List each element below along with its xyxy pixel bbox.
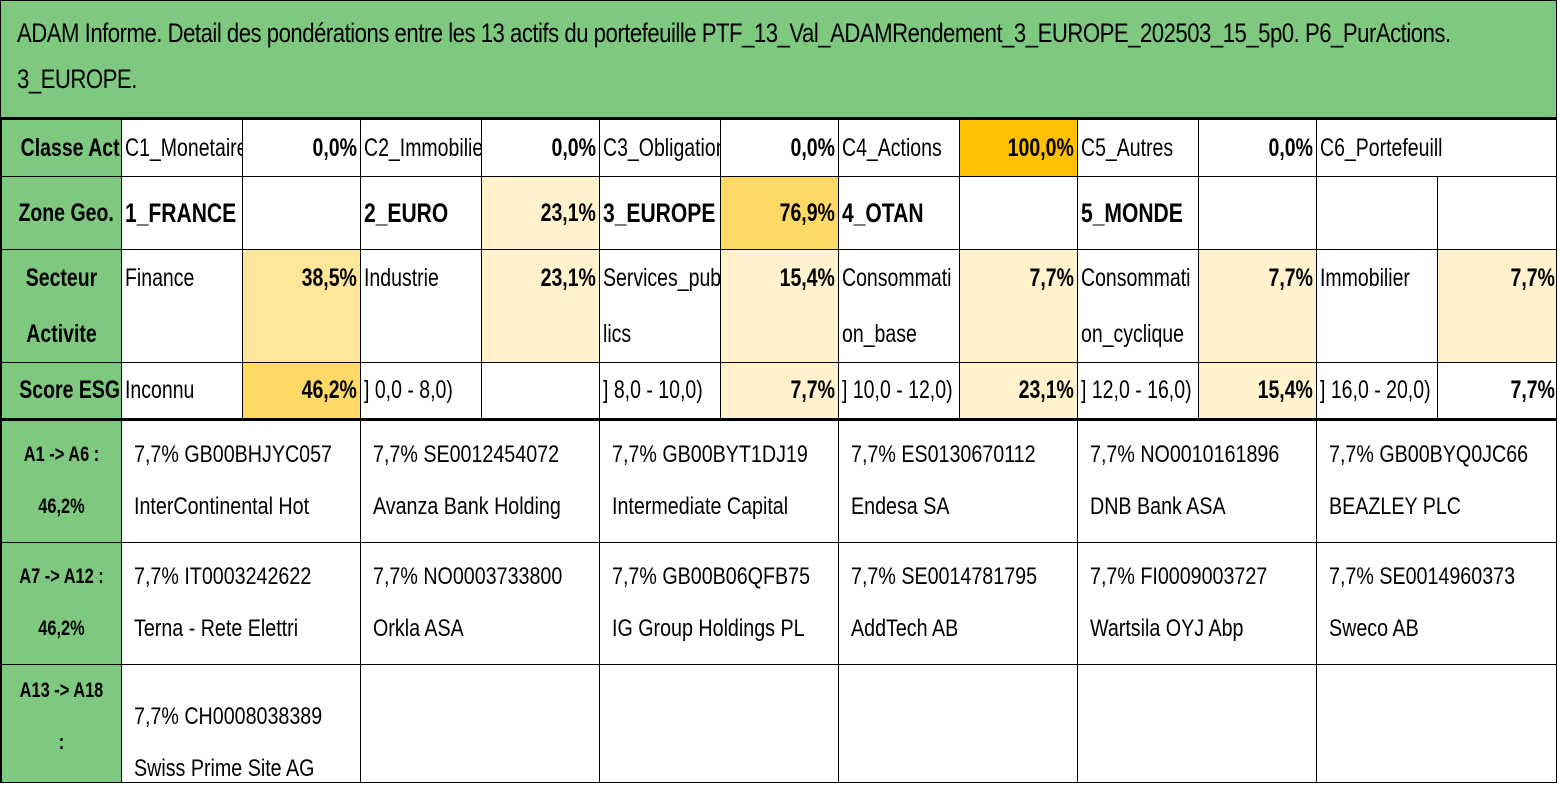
asset-cell: 7,7% GB00B06QFB75 IG Group Holdings PL bbox=[599, 541, 839, 665]
asset-cell bbox=[360, 663, 600, 782]
cell-zone-name bbox=[1316, 176, 1438, 250]
cell-esg-pct: 7,7% bbox=[720, 362, 839, 419]
cell-secteur-pct: 7,7% bbox=[1198, 249, 1317, 363]
cell-zone-pct bbox=[1198, 176, 1317, 250]
asset-cell: 7,7% ES0130670112 Endesa SA bbox=[838, 419, 1078, 543]
asset-cell bbox=[1077, 663, 1317, 782]
row-secteur: Secteur Activite Finance 38,5% Industrie… bbox=[1, 249, 1556, 363]
row-zone-geo: Zone Geo. 1_FRANCE 2_EURO 23,1% 3_EUROPE… bbox=[1, 176, 1556, 250]
asset-cell: 7,7% IT0003242622 Terna - Rete Elettri bbox=[121, 541, 361, 665]
cell-classe-pct: 0,0% bbox=[242, 119, 361, 177]
cell-classe-name: C3_Obligations bbox=[599, 119, 721, 177]
assets-table: A1 -> A6 : 46,2% 7,7% GB00BHJYC057 InterC… bbox=[1, 419, 1556, 782]
cell-zone-pct bbox=[1437, 176, 1556, 250]
cell-esg-name: Inconnu bbox=[121, 362, 243, 419]
cell-classe-name: C4_Actions bbox=[838, 119, 960, 177]
cell-zone-pct: 23,1% bbox=[481, 176, 600, 250]
asset-cell: 7,7% GB00BYT1DJ19 Intermediate Capital bbox=[599, 419, 839, 543]
asset-cell bbox=[1316, 663, 1556, 782]
cell-secteur-name: Consommati on_cyclique bbox=[1077, 249, 1199, 363]
label-secteur: Secteur Activite bbox=[1, 249, 122, 363]
asset-cell: 7,7% NO0010161896 DNB Bank ASA bbox=[1077, 419, 1317, 543]
cell-esg-pct: 46,2% bbox=[242, 362, 361, 419]
cell-esg-pct: 23,1% bbox=[959, 362, 1078, 419]
cell-esg-pct bbox=[481, 362, 600, 419]
cell-secteur-name: Immobilier bbox=[1316, 249, 1438, 363]
asset-cell: 7,7% SE0014960373 Sweco AB bbox=[1316, 541, 1556, 665]
cell-secteur-name: Industrie bbox=[360, 249, 482, 363]
cell-classe-name: C6_Portefeuill bbox=[1316, 119, 1556, 177]
cell-zone-name: 1_FRANCE bbox=[121, 176, 243, 250]
asset-cell: 7,7% FI0009003727 Wartsila OYJ Abp bbox=[1077, 541, 1317, 665]
cell-esg-name: ] 8,0 - 10,0) bbox=[599, 362, 721, 419]
cell-secteur-pct: 23,1% bbox=[481, 249, 600, 363]
cell-zone-name: 3_EUROPE bbox=[599, 176, 721, 250]
cell-secteur-pct: 38,5% bbox=[242, 249, 361, 363]
asset-group-label: A13 -> A18 : 7,7% bbox=[1, 663, 122, 782]
asset-cell bbox=[599, 663, 839, 782]
cell-esg-name: ] 12,0 - 16,0) bbox=[1077, 362, 1199, 419]
row-score-esg: Score ESG Inconnu 46,2% ] 0,0 - 8,0) ] 8… bbox=[1, 362, 1556, 419]
cell-secteur-pct: 7,7% bbox=[959, 249, 1078, 363]
asset-cell: 7,7% SE0012454072 Avanza Bank Holding bbox=[360, 419, 600, 543]
cell-secteur-pct: 15,4% bbox=[720, 249, 839, 363]
cell-secteur-name: Services_pub lics bbox=[599, 249, 721, 363]
cell-zone-pct bbox=[959, 176, 1078, 250]
cell-classe-pct: 0,0% bbox=[1198, 119, 1317, 177]
label-zone-geo: Zone Geo. bbox=[1, 176, 122, 250]
cell-secteur-name: Consommati on_base bbox=[838, 249, 960, 363]
cell-zone-pct: 76,9% bbox=[720, 176, 839, 250]
summary-table: Classe Actif C1_Monetaire 0,0% C2_Immobi… bbox=[1, 119, 1556, 419]
cell-secteur-pct: 7,7% bbox=[1437, 249, 1556, 363]
cell-esg-name: ] 10,0 - 12,0) bbox=[838, 362, 960, 419]
asset-group-row: A13 -> A18 : 7,7% 7,7% CH0008038389Swiss… bbox=[1, 663, 1556, 782]
cell-secteur-name: Finance bbox=[121, 249, 243, 363]
asset-cell: 7,7% NO0003733800 Orkla ASA bbox=[360, 541, 600, 665]
label-score-esg: Score ESG bbox=[1, 362, 122, 419]
cell-zone-name: 2_EURO bbox=[360, 176, 482, 250]
title-line-1: ADAM Informe. Detail des pondérations en… bbox=[17, 18, 1451, 48]
label-classe-actif: Classe Actif bbox=[1, 119, 122, 177]
cell-esg-name: ] 0,0 - 8,0) bbox=[360, 362, 482, 419]
cell-zone-pct bbox=[242, 176, 361, 250]
cell-classe-name: C1_Monetaire bbox=[121, 119, 243, 177]
cell-classe-name: C5_Autres bbox=[1077, 119, 1199, 177]
cell-classe-pct: 0,0% bbox=[720, 119, 839, 177]
cell-classe-pct: 0,0% bbox=[481, 119, 600, 177]
cell-esg-name: ] 16,0 - 20,0) bbox=[1316, 362, 1438, 419]
cell-esg-pct: 15,4% bbox=[1198, 362, 1317, 419]
row-classe-actif: Classe Actif C1_Monetaire 0,0% C2_Immobi… bbox=[1, 119, 1556, 177]
asset-cell bbox=[838, 663, 1078, 782]
asset-group-row: A7 -> A12 : 46,2% 7,7% IT0003242622 Terna… bbox=[1, 541, 1556, 665]
asset-group-row: A1 -> A6 : 46,2% 7,7% GB00BHJYC057 InterC… bbox=[1, 419, 1556, 543]
cell-zone-name: 4_OTAN bbox=[838, 176, 960, 250]
cell-classe-pct: 100,0% bbox=[959, 119, 1078, 177]
cell-esg-pct: 7,7% bbox=[1437, 362, 1556, 419]
report-title: ADAM Informe. Detail des pondérations en… bbox=[1, 1, 1556, 119]
asset-cell: 7,7% SE0014781795 AddTech AB bbox=[838, 541, 1078, 665]
asset-group-label: A1 -> A6 : 46,2% bbox=[1, 419, 122, 543]
asset-cell: 7,7% GB00BHJYC057 InterContinental Hot bbox=[121, 419, 361, 543]
cell-zone-name: 5_MONDE bbox=[1077, 176, 1199, 250]
asset-cell: 7,7% GB00BYQ0JC66 BEAZLEY PLC bbox=[1316, 419, 1556, 543]
title-line-2: 3_EUROPE. bbox=[17, 64, 137, 94]
asset-group-label: A7 -> A12 : 46,2% bbox=[1, 541, 122, 665]
cell-classe-name: C2_Immobilier bbox=[360, 119, 482, 177]
asset-cell: 7,7% CH0008038389 Swiss Prime Site AG bbox=[121, 663, 361, 782]
